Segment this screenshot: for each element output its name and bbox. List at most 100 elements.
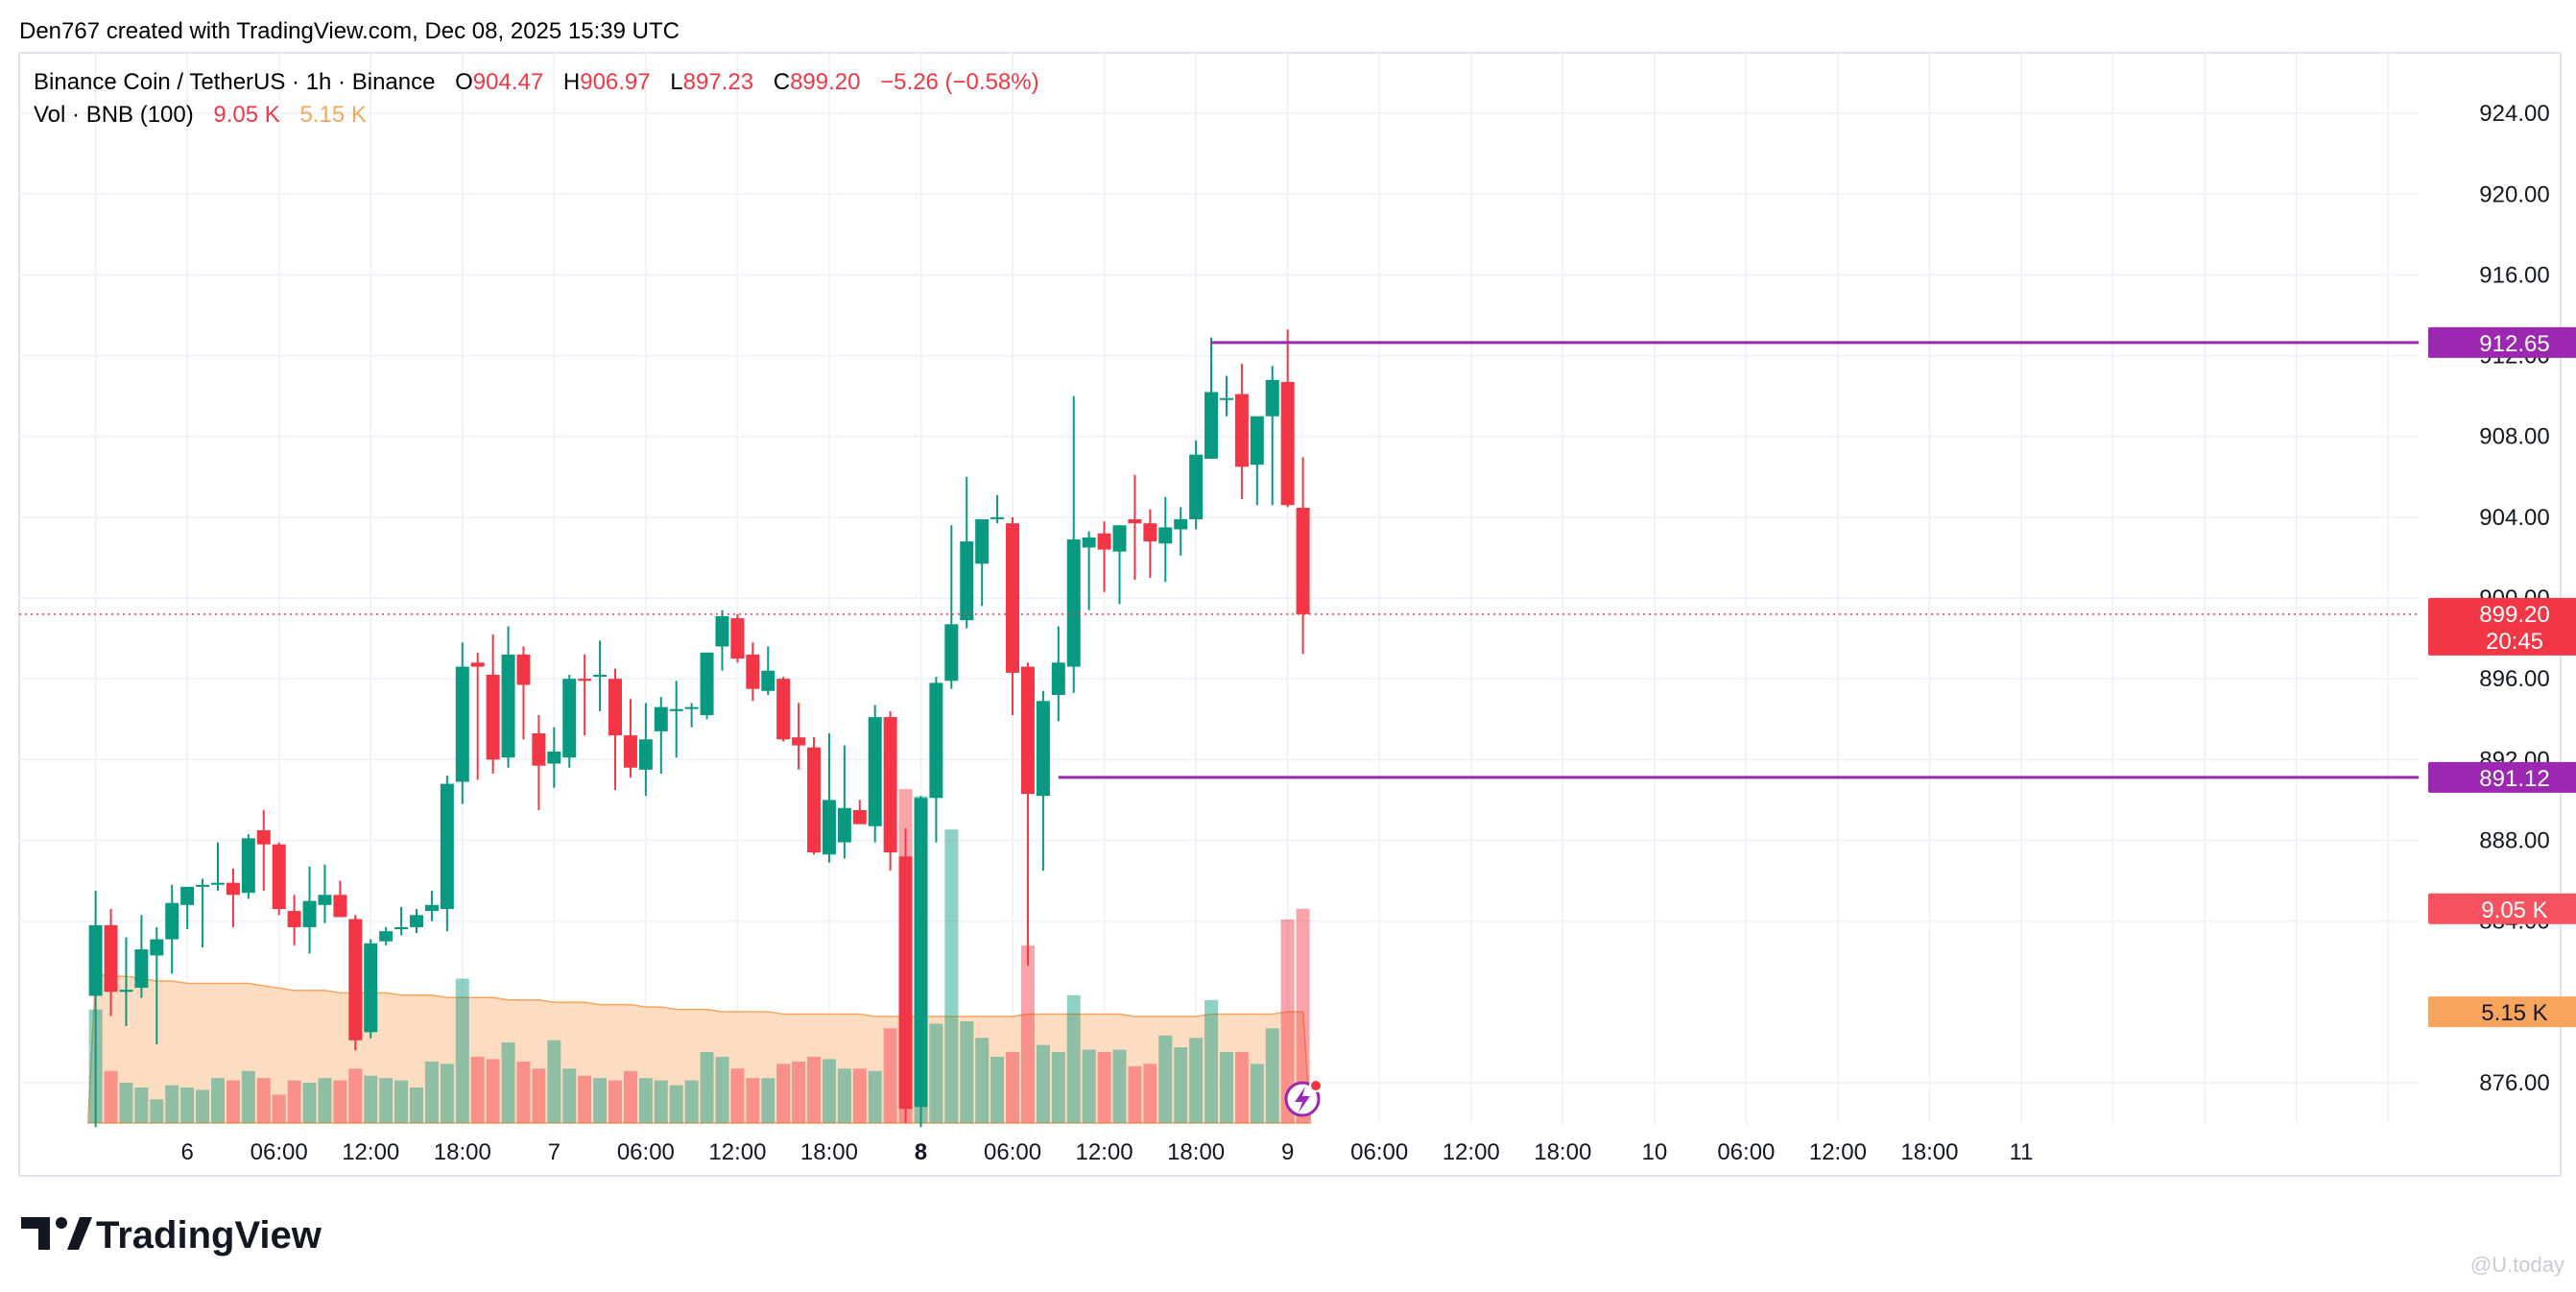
candle-body[interactable] <box>1205 392 1219 459</box>
price-tick-label: 876.00 <box>2479 1070 2549 1096</box>
candle-body[interactable] <box>914 798 928 1108</box>
candle-body[interactable] <box>654 706 668 731</box>
candle-body[interactable] <box>440 783 454 909</box>
candle-body[interactable] <box>364 943 378 1033</box>
candle-body[interactable] <box>1066 539 1081 667</box>
volume-bar <box>1051 1052 1065 1123</box>
price-tick-label: 904.00 <box>2479 505 2549 531</box>
candle-body[interactable] <box>562 679 577 758</box>
candle-body[interactable] <box>501 654 515 758</box>
candle-body[interactable] <box>944 624 959 682</box>
last-price-tag-text: 899.20 <box>2479 602 2549 628</box>
lower-level-tag-box[interactable] <box>2428 761 2576 793</box>
time-axis[interactable]: 6 06:00 12:00 18:00 7 06:00 12:00 18:00 8 06:00 12… <box>180 1139 2033 1165</box>
candle-body[interactable] <box>1128 518 1142 524</box>
horizontal-levels[interactable] <box>19 341 2419 779</box>
candle-body[interactable] <box>272 844 286 909</box>
candle-body[interactable] <box>211 882 226 885</box>
candle-body[interactable] <box>852 809 867 825</box>
volume-bar <box>547 1040 561 1123</box>
candle-body[interactable] <box>486 674 500 760</box>
candle-body[interactable] <box>302 900 317 927</box>
candle-body[interactable] <box>578 679 592 682</box>
candle-body[interactable] <box>1020 666 1035 795</box>
volume-bar <box>241 1070 255 1123</box>
candle-body[interactable] <box>1250 416 1264 466</box>
candle-body[interactable] <box>180 886 195 905</box>
candle-body[interactable] <box>715 615 729 647</box>
time-tick-label: 9 <box>1281 1139 1294 1165</box>
candle-body[interactable] <box>532 732 546 766</box>
legend-symbol: Binance Coin / TetherUS · 1h · Binance <box>34 69 435 95</box>
candle-body[interactable] <box>700 652 714 716</box>
candle-body[interactable] <box>669 708 683 711</box>
candle-body[interactable] <box>1219 397 1233 400</box>
candle-body[interactable] <box>318 895 332 905</box>
candle-body[interactable] <box>1280 381 1295 506</box>
candle-body[interactable] <box>547 751 561 764</box>
candle-body[interactable] <box>776 679 791 740</box>
price-axis[interactable]: 924.00920.00916.00912.00908.00904.00900.… <box>2428 101 2576 1096</box>
candle-body[interactable] <box>746 654 760 689</box>
candle-body[interactable] <box>333 895 347 918</box>
candle-body[interactable] <box>792 737 806 746</box>
candle-body[interactable] <box>196 884 210 887</box>
candle-body[interactable] <box>150 939 164 956</box>
candle-body[interactable] <box>1296 507 1310 614</box>
candle-body[interactable] <box>226 882 240 896</box>
candle-body[interactable] <box>470 662 485 667</box>
candle-body[interactable] <box>837 807 851 843</box>
candle-body[interactable] <box>1143 523 1157 542</box>
candle-body[interactable] <box>241 838 255 894</box>
legend-change: −5.26 (−0.58%) <box>880 69 1038 95</box>
candle-body[interactable] <box>593 674 608 678</box>
time-tick-label: 8 <box>915 1139 927 1165</box>
candle-body[interactable] <box>119 990 133 993</box>
candle-body[interactable] <box>516 654 531 685</box>
candle-body[interactable] <box>455 666 469 782</box>
candle-body[interactable] <box>638 739 653 770</box>
candle-body[interactable] <box>394 926 409 930</box>
last-price-tag-box[interactable] <box>2428 597 2576 656</box>
candle-body[interactable] <box>348 919 363 1041</box>
candle-body[interactable] <box>960 541 974 621</box>
volume-ma-tag-box[interactable] <box>2428 996 2576 1028</box>
candle-body[interactable] <box>165 902 179 940</box>
candle-body[interactable] <box>1082 537 1096 548</box>
candle-body[interactable] <box>88 924 103 996</box>
candle-body[interactable] <box>608 679 623 736</box>
candle-body[interactable] <box>424 904 439 912</box>
candle-body[interactable] <box>898 856 913 1110</box>
candle-body[interactable] <box>134 949 149 989</box>
candle-body[interactable] <box>287 911 301 927</box>
candle-body[interactable] <box>623 735 637 768</box>
candle-body[interactable] <box>1265 379 1279 417</box>
candle-body[interactable] <box>1189 454 1204 519</box>
candle-body[interactable] <box>975 518 990 564</box>
candle-body[interactable] <box>1097 533 1111 550</box>
candle-body[interactable] <box>807 747 822 853</box>
candle-body[interactable] <box>868 717 882 826</box>
candle-body[interactable] <box>410 915 424 927</box>
candle-body[interactable] <box>822 800 836 855</box>
candle-body[interactable] <box>379 931 394 942</box>
candle-body[interactable] <box>730 618 745 659</box>
candle-body[interactable] <box>1036 701 1050 797</box>
candle-body[interactable] <box>684 706 699 709</box>
candle-body[interactable] <box>1051 662 1065 695</box>
volume-tag-box[interactable] <box>2428 893 2576 924</box>
candle-body[interactable] <box>104 924 118 993</box>
upper-level-tag-box[interactable] <box>2428 326 2576 358</box>
candlestick-series[interactable] <box>88 329 1310 1128</box>
candle-body[interactable] <box>1174 518 1188 530</box>
candle-body[interactable] <box>1112 525 1127 552</box>
candle-body[interactable] <box>990 516 1005 519</box>
candle-body[interactable] <box>761 670 775 691</box>
candle-body[interactable] <box>1158 527 1173 544</box>
lightning-icon[interactable] <box>1284 1079 1323 1117</box>
candle-body[interactable] <box>1006 523 1020 673</box>
candle-body[interactable] <box>256 829 271 845</box>
candle-body[interactable] <box>1234 394 1249 467</box>
candle-body[interactable] <box>929 682 943 799</box>
candle-body[interactable] <box>883 717 897 853</box>
